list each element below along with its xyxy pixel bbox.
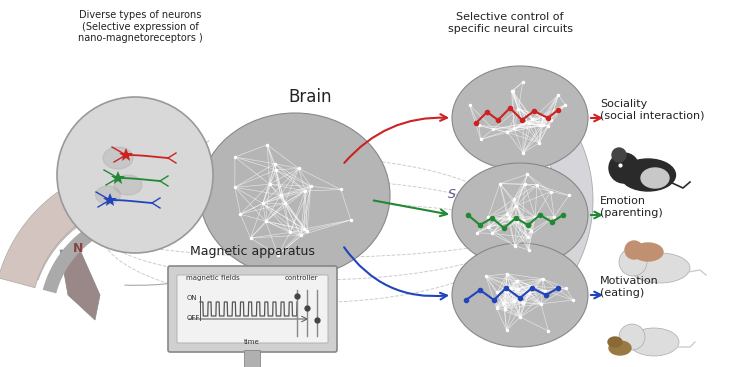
Text: Emotion
(parenting): Emotion (parenting) (600, 196, 663, 218)
Circle shape (609, 153, 639, 183)
Ellipse shape (452, 66, 588, 170)
Text: controller: controller (285, 275, 319, 281)
FancyArrowPatch shape (591, 212, 601, 218)
Text: Selective control of
specific neural circuits: Selective control of specific neural cir… (447, 12, 573, 34)
Text: Magnetic apparatus: Magnetic apparatus (190, 245, 314, 258)
Ellipse shape (452, 243, 588, 347)
FancyArrowPatch shape (344, 247, 447, 299)
Ellipse shape (633, 243, 663, 261)
Text: ON: ON (187, 295, 198, 301)
Polygon shape (498, 116, 551, 284)
Circle shape (619, 248, 647, 276)
Ellipse shape (452, 163, 588, 267)
Text: Diverse types of neurons
(Selective expression of
nano-magnetoreceptors ): Diverse types of neurons (Selective expr… (77, 10, 202, 43)
Circle shape (57, 97, 213, 253)
Ellipse shape (608, 337, 622, 347)
Polygon shape (43, 213, 123, 293)
Polygon shape (510, 81, 593, 319)
Ellipse shape (621, 159, 675, 191)
Ellipse shape (200, 113, 390, 277)
Ellipse shape (609, 341, 631, 355)
FancyBboxPatch shape (177, 275, 328, 343)
Text: N: N (73, 241, 83, 254)
Text: OFF: OFF (187, 315, 201, 321)
Ellipse shape (114, 175, 142, 195)
Text: magnetic fields: magnetic fields (186, 275, 240, 281)
Text: Sociality
(social interaction): Sociality (social interaction) (600, 99, 705, 121)
FancyArrowPatch shape (591, 115, 601, 121)
Circle shape (612, 148, 626, 162)
Ellipse shape (630, 253, 690, 283)
Ellipse shape (641, 168, 669, 188)
Circle shape (619, 324, 645, 350)
Bar (244, 350, 260, 367)
Polygon shape (60, 250, 100, 320)
FancyArrowPatch shape (373, 200, 447, 216)
FancyArrowPatch shape (345, 114, 447, 163)
Wedge shape (2, 170, 118, 280)
Text: Brain: Brain (289, 88, 332, 106)
Ellipse shape (629, 328, 679, 356)
Text: S: S (448, 189, 456, 201)
Text: Motivation
(eating): Motivation (eating) (600, 276, 659, 298)
Circle shape (625, 241, 643, 259)
FancyArrowPatch shape (591, 292, 601, 298)
Polygon shape (0, 168, 118, 288)
FancyBboxPatch shape (168, 266, 337, 352)
Text: time: time (244, 339, 260, 345)
Ellipse shape (95, 186, 120, 204)
Ellipse shape (103, 147, 133, 169)
